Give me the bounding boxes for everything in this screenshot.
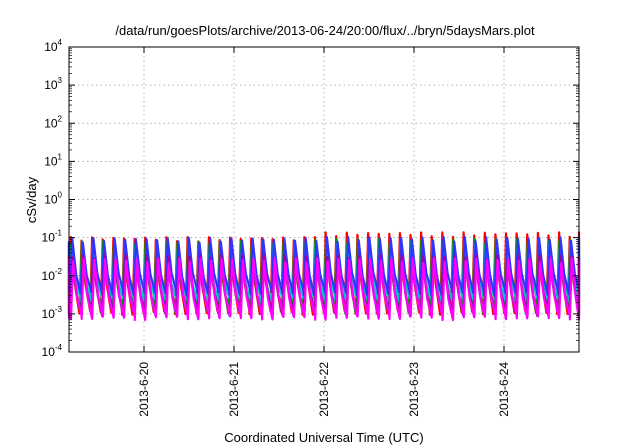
x-tick-label: 2013-6-22 (317, 362, 331, 417)
y-axis: 10-4 10-3 10-2 10-1 100 101 102 103 104 (42, 38, 579, 359)
chart-title: /data/run/goesPlots/archive/2013-06-24/2… (115, 23, 535, 38)
x-axis-label: Coordinated Universal Time (UTC) (224, 430, 423, 445)
x-tick-label: 2013-6-20 (137, 362, 151, 417)
y-tick-label: 10-1 (42, 229, 63, 245)
y-tick-label: 101 (44, 152, 62, 168)
y-tick-label: 104 (44, 38, 62, 54)
y-axis-label: cSv/day (24, 176, 39, 223)
x-tick-label: 2013-6-21 (227, 362, 241, 417)
y-tick-label: 102 (44, 114, 62, 130)
y-tick-label: 100 (44, 191, 62, 207)
grid (69, 47, 579, 352)
series-layer (67, 231, 581, 322)
y-tick-label: 10-3 (42, 305, 63, 321)
x-tick-label: 2013-6-24 (497, 362, 511, 417)
series-line (67, 257, 581, 322)
y-tick-label: 10-2 (42, 267, 63, 283)
x-axis: 2013-6-20 2013-6-21 2013-6-22 2013-6-23 2013… (137, 47, 511, 417)
series-line (67, 236, 581, 297)
y-tick-label: 103 (44, 76, 62, 92)
x-tick-label: 2013-6-23 (407, 362, 421, 417)
y-tick-label: 10-4 (42, 343, 63, 359)
